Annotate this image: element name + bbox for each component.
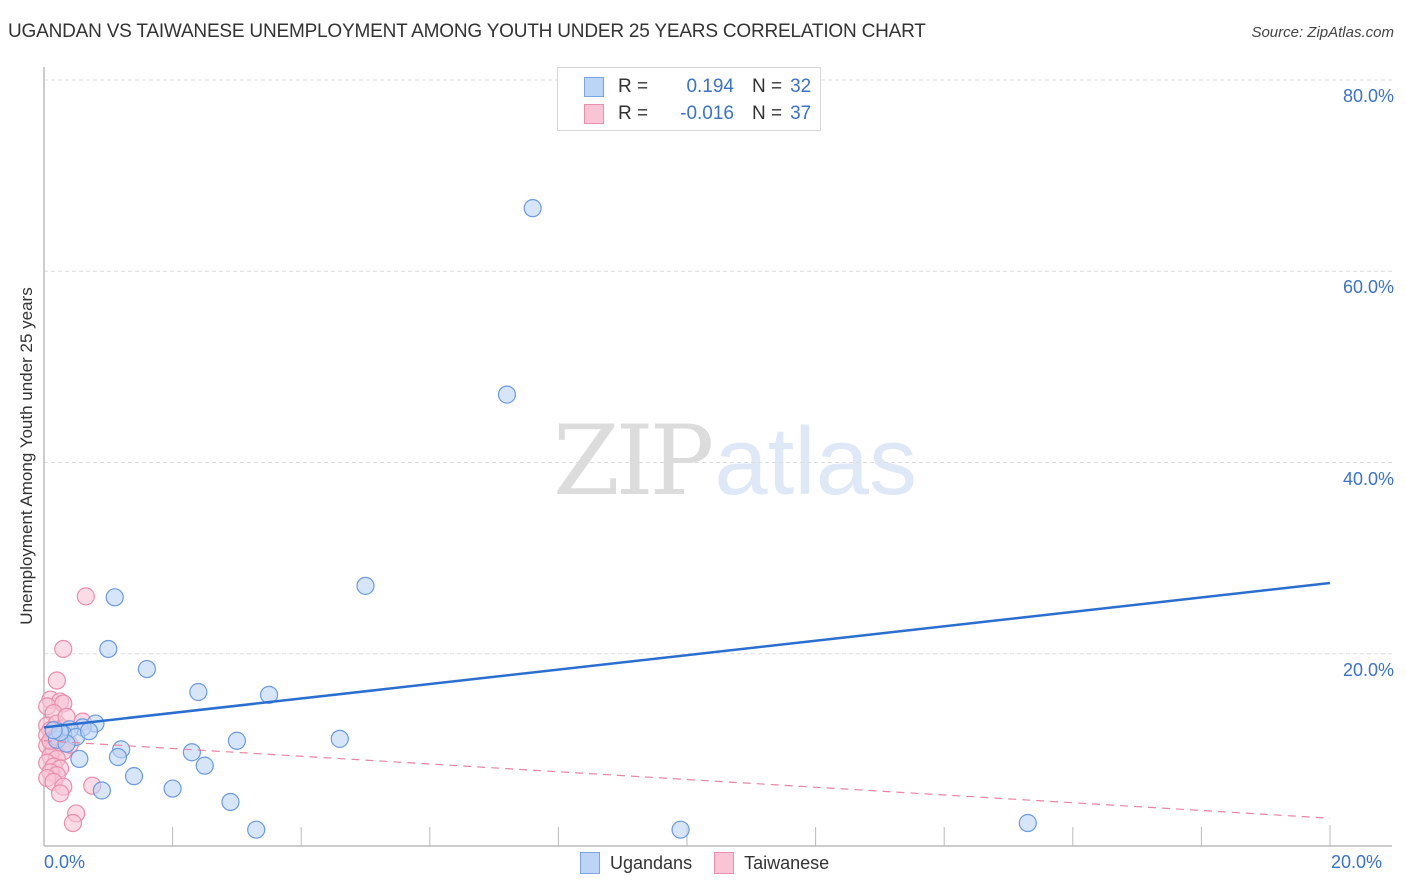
- data-point: [247, 820, 266, 839]
- legend-label: Ugandans: [610, 852, 693, 873]
- data-point: [47, 671, 66, 690]
- r-value: 0.194: [686, 76, 734, 97]
- data-point: [671, 820, 690, 839]
- taiwanese-swatch: [714, 852, 735, 874]
- ugandans-swatch: [584, 77, 604, 97]
- r-label: R =: [618, 103, 649, 124]
- data-point: [497, 385, 517, 404]
- data-point: [50, 784, 70, 803]
- data-point: [99, 639, 118, 659]
- correlation-legend: R = 0.194 N = 32 R = -0.016 N = 37: [557, 67, 821, 131]
- ugandans-swatch: [580, 852, 600, 874]
- data-point: [70, 749, 89, 769]
- watermark: ZIPatlas: [553, 405, 917, 517]
- y-tick-label: 60.0%: [1342, 277, 1394, 298]
- series-legend: Ugandans Taiwanese: [580, 852, 851, 874]
- data-point: [195, 756, 214, 775]
- data-point: [54, 639, 73, 659]
- legend-item-ugandans[interactable]: Ugandans: [580, 852, 692, 874]
- data-point: [356, 576, 375, 595]
- y-tick-label: 80.0%: [1342, 86, 1394, 106]
- data-point: [182, 743, 201, 762]
- taiwanese-trend-line: [43, 740, 1331, 819]
- data-point: [523, 199, 542, 218]
- gridlines: [44, 79, 1392, 655]
- trend-lines: [43, 581, 1331, 819]
- data-point: [163, 779, 182, 798]
- n-value: 32: [790, 76, 812, 97]
- data-point: [79, 722, 99, 741]
- data-point: [124, 767, 144, 786]
- data-point: [227, 731, 246, 750]
- data-point: [189, 682, 208, 702]
- data-point: [76, 587, 95, 606]
- x-tick-right: 20.0%: [1331, 852, 1383, 872]
- legend-label: Taiwanese: [744, 852, 830, 873]
- data-point: [1018, 813, 1037, 833]
- legend-row-ugandans: R = 0.194 N = 32: [584, 75, 811, 99]
- legend-item-taiwanese[interactable]: Taiwanese: [714, 852, 829, 874]
- data-point: [137, 659, 156, 679]
- data-point: [92, 781, 111, 800]
- n-value: 37: [790, 103, 812, 124]
- ugandan-points: [44, 199, 1037, 839]
- n-label: N =: [752, 103, 783, 124]
- r-value: -0.016: [680, 103, 734, 124]
- data-point: [63, 813, 83, 833]
- x-tick-left: 0.0%: [44, 852, 86, 872]
- data-point: [105, 588, 124, 607]
- chart-title: UGANDAN VS TAIWANESE UNEMPLOYMENT AMONG …: [8, 21, 926, 42]
- taiwanese-points: [38, 587, 102, 833]
- watermark-zip: ZIP: [553, 405, 714, 517]
- data-point: [221, 792, 240, 812]
- r-label: R =: [618, 76, 649, 97]
- data-point: [330, 729, 349, 748]
- axes: [43, 67, 1392, 847]
- ugandan-trend-line: [43, 581, 1331, 729]
- n-label: N =: [752, 76, 783, 97]
- data-point: [108, 747, 128, 767]
- taiwanese-swatch: [584, 104, 604, 124]
- data-point: [44, 721, 63, 740]
- y-tick-label: 40.0%: [1342, 468, 1394, 489]
- y-tick-label: 20.0%: [1342, 659, 1394, 680]
- source-label: Source: ZipAtlas.com: [1251, 24, 1394, 41]
- legend-row-taiwanese: R = -0.016 N = 37: [584, 102, 811, 126]
- watermark-atlas: atlas: [714, 408, 917, 515]
